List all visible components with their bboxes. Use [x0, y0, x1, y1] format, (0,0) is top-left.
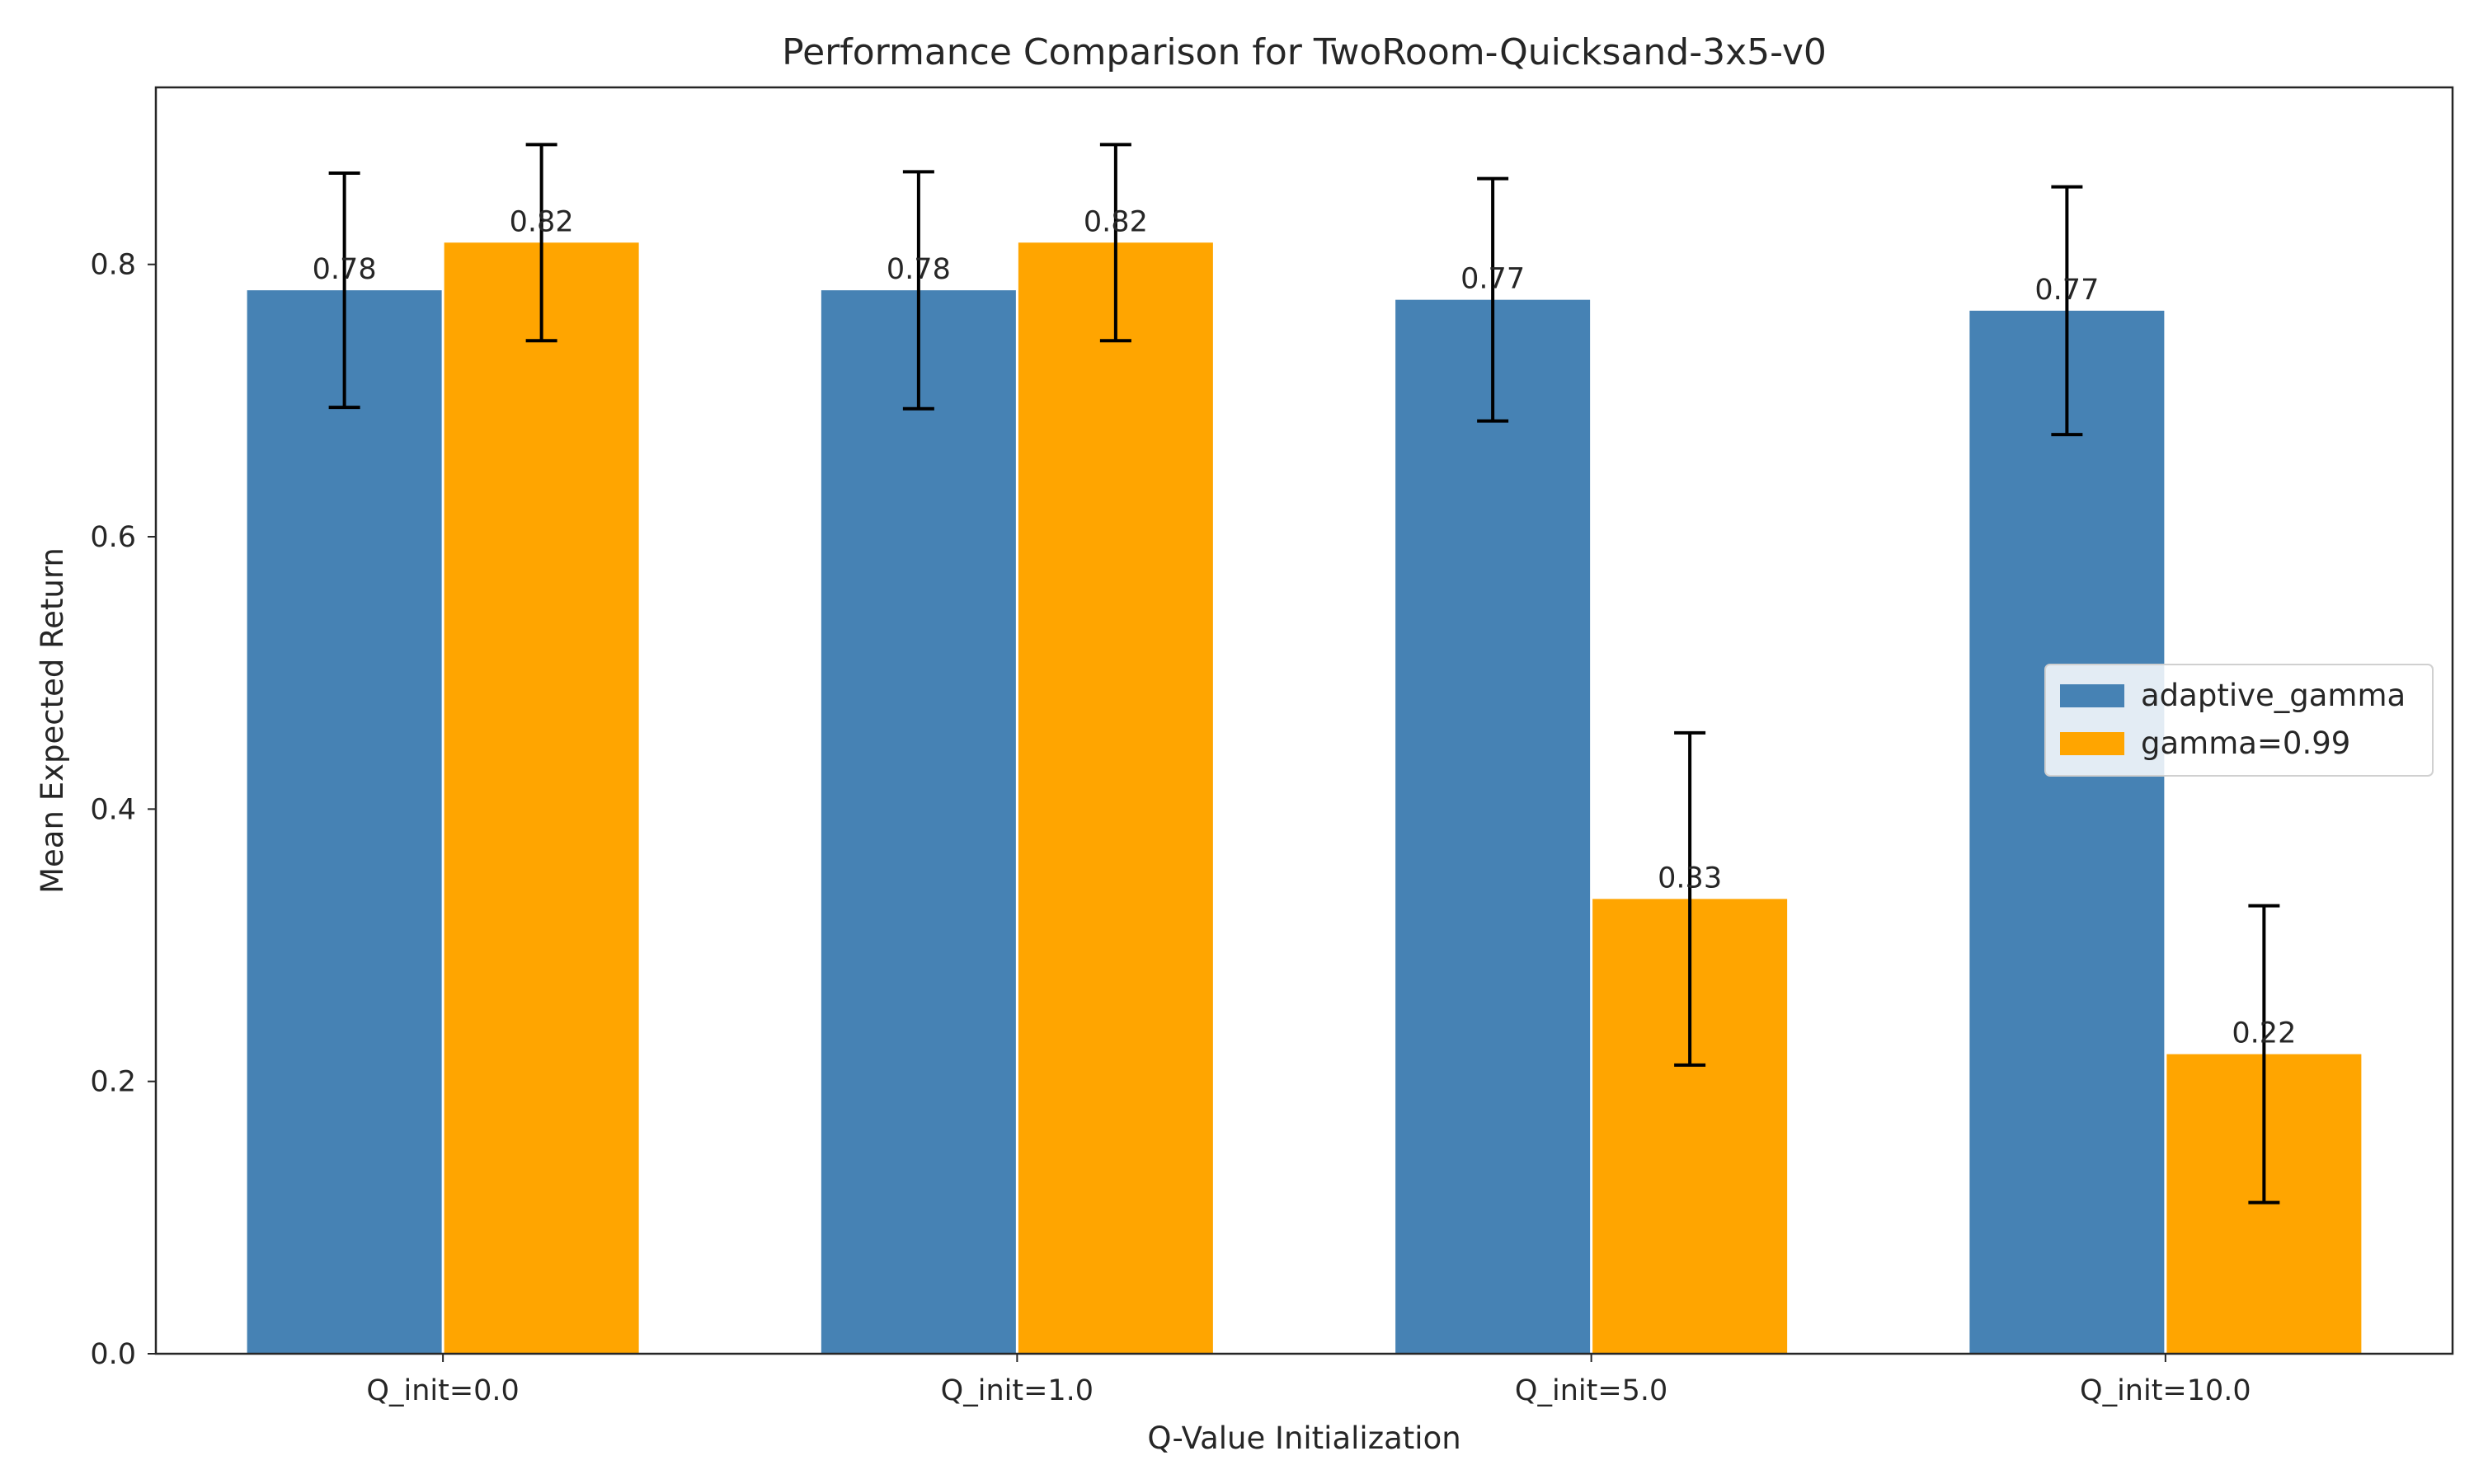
bar	[1395, 299, 1591, 1354]
bars-layer	[247, 242, 2362, 1354]
x-tick-label: Q_init=5.0	[1515, 1374, 1667, 1407]
y-tick-label: 0.6	[90, 521, 136, 554]
x-axis: Q_init=0.0 Q_init=1.0 Q_init=5.0 Q_init=10.…	[366, 1354, 2251, 1407]
y-tick-label: 0.2	[90, 1066, 136, 1099]
bar	[1018, 242, 1213, 1354]
legend-swatch	[2060, 684, 2124, 707]
legend-box	[2044, 664, 2434, 777]
x-tick-label: Q_init=0.0	[366, 1374, 519, 1407]
data-label: 0.22	[2232, 1017, 2296, 1050]
data-label: 0.77	[1460, 263, 1525, 296]
legend-label: adaptive_gamma	[2141, 678, 2406, 713]
chart-title: Performance Comparison for TwoRoom-Quick…	[782, 31, 1827, 73]
bar	[444, 242, 639, 1354]
data-label: 0.78	[887, 253, 951, 286]
value-labels-layer: 0.78 0.78 0.77 0.77 0.82 0.82 0.33 0.22	[313, 205, 2297, 1050]
legend-swatch	[2060, 732, 2124, 755]
error-bars-layer	[328, 143, 2280, 1205]
legend-label: gamma=0.99	[2141, 726, 2350, 761]
y-axis-label: Mean Expected Return	[35, 547, 70, 894]
x-tick-label: Q_init=10.0	[2080, 1374, 2251, 1407]
plot-area-frame	[154, 86, 2454, 1355]
y-tick-label: 0.4	[90, 793, 136, 826]
y-tick-label: 0.0	[90, 1338, 136, 1371]
data-label: 0.82	[1084, 205, 1148, 238]
data-label: 0.82	[510, 205, 574, 238]
x-axis-label: Q-Value Initialization	[1147, 1421, 1460, 1456]
data-label: 0.33	[1658, 862, 1722, 895]
y-tick-label: 0.8	[90, 249, 136, 282]
legend: adaptive_gamma gamma=0.99	[2044, 664, 2434, 777]
bar	[247, 290, 442, 1354]
data-label: 0.77	[2034, 274, 2099, 307]
data-label: 0.78	[313, 253, 377, 286]
x-tick-label: Q_init=1.0	[941, 1374, 1094, 1407]
y-axis: 0.0 0.2 0.4 0.6 0.8	[90, 249, 156, 1371]
bar	[821, 290, 1016, 1354]
bar	[1969, 310, 2165, 1354]
